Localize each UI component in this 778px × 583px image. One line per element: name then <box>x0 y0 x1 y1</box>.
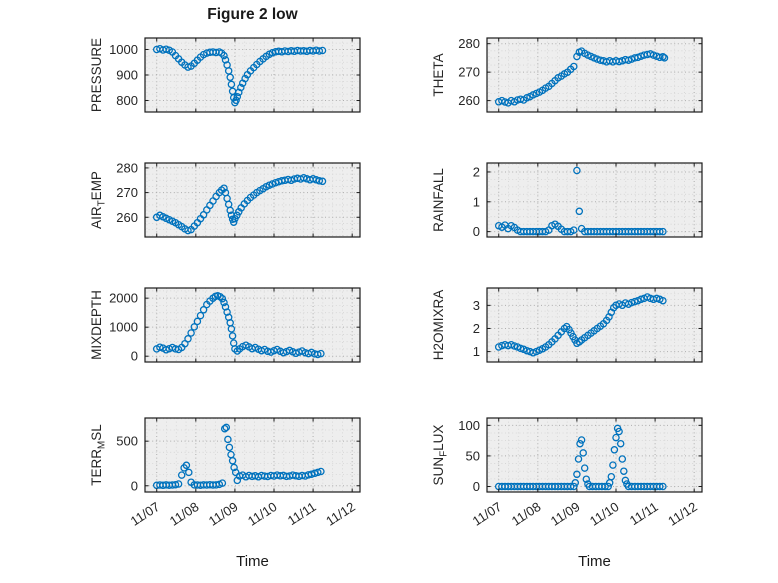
x-tick-label: 11/12 <box>323 499 358 529</box>
y-tick-label: 260 <box>458 93 480 108</box>
y-tick-label: 2 <box>473 321 480 336</box>
data-series-terr_msl <box>152 423 325 490</box>
y-axis-label-theta: THETA <box>431 53 446 96</box>
y-tick-label: 260 <box>116 210 138 225</box>
y-tick-label: 3 <box>473 298 480 313</box>
subplot-mixdepth: 0 1000 2000 MIXDEPTH <box>89 287 361 364</box>
y-tick-label: 270 <box>116 185 138 200</box>
y-tick-label: 1 <box>473 344 480 359</box>
data-series-pressure <box>152 44 327 107</box>
subplot-sun_flux: 0 50 100 11/07 11/08 11/09 11/10 11/11 11/12 SUNF… <box>431 417 703 529</box>
x-axis-label-left: Time <box>236 553 269 570</box>
y-axis-label-h2omixra: H2OMIXRA <box>431 290 446 361</box>
y-tick-label: 2000 <box>109 291 138 306</box>
x-tick-label: 11/10 <box>587 499 622 529</box>
subplot-theta: 260 270 280 THETA <box>431 36 703 113</box>
data-series-theta <box>494 47 669 107</box>
data-series-h2omixra <box>494 293 667 357</box>
subplot-air_temp: 260 270 280 AIRTEMP <box>89 160 361 238</box>
data-series-mixdepth <box>152 292 325 359</box>
x-tick-label: 11/11 <box>627 499 661 528</box>
x-tick-label: 11/08 <box>509 499 544 529</box>
data-series-rainfall <box>494 166 667 236</box>
y-axis-label-terr_msl: TERRMSL <box>89 424 108 486</box>
y-tick-label: 270 <box>458 65 480 80</box>
subplot-rainfall: 0 1 2 RAINFALL <box>431 162 703 239</box>
y-tick-label: 1000 <box>109 320 138 335</box>
y-axis-label-mixdepth: MIXDEPTH <box>89 290 104 360</box>
y-tick-label: 0 <box>131 478 138 493</box>
data-series-air_temp <box>152 174 327 235</box>
y-axis-label-air_temp: AIRTEMP <box>89 171 108 229</box>
x-tick-label: 11/09 <box>206 499 241 529</box>
x-tick-label: 11/12 <box>665 499 700 529</box>
x-tick-label: 11/10 <box>245 499 280 529</box>
y-tick-label: 800 <box>116 93 138 108</box>
y-tick-label: 1000 <box>109 42 138 57</box>
subplot-h2omixra: 1 2 3 H2OMIXRA <box>431 287 703 363</box>
y-tick-label: 280 <box>116 160 138 175</box>
y-tick-label: 0 <box>473 224 480 239</box>
y-tick-label: 0 <box>473 479 480 494</box>
y-tick-label: 100 <box>458 418 480 433</box>
x-tick-label: 11/08 <box>167 499 202 529</box>
x-tick-label: 11/11 <box>285 499 319 528</box>
y-tick-label: 0 <box>131 349 138 364</box>
y-tick-label: 50 <box>466 448 480 463</box>
x-tick-label: 11/07 <box>128 499 163 529</box>
x-tick-label: 11/07 <box>470 499 505 529</box>
y-tick-label: 1 <box>473 194 480 209</box>
subplot-pressure: 800 900 1000 PRESSURE <box>89 37 361 113</box>
y-tick-label: 500 <box>116 434 138 449</box>
x-axis-label-right: Time <box>578 553 611 570</box>
subplot-terr_msl: 0 500 11/07 11/08 11/09 11/10 11/11 11/12 TERRMS… <box>89 417 361 529</box>
y-axis-label-sun_flux: SUNFLUX <box>431 425 450 486</box>
figure-title: Figure 2 low <box>207 6 298 23</box>
y-tick-label: 2 <box>473 164 480 179</box>
data-series-sun_flux <box>494 424 667 491</box>
x-tick-label: 11/09 <box>548 499 583 529</box>
y-tick-label: 900 <box>116 68 138 83</box>
y-axis-label-rainfall: RAINFALL <box>431 168 446 232</box>
y-tick-label: 280 <box>458 36 480 51</box>
y-axis-label-pressure: PRESSURE <box>89 38 104 112</box>
